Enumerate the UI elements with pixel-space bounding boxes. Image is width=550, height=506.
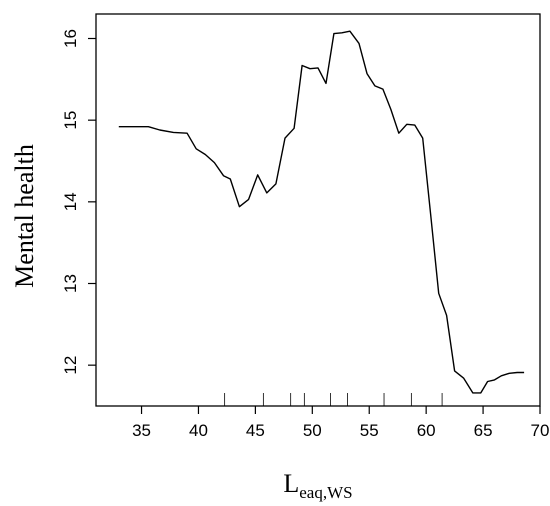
- y-tick-label: 12: [61, 356, 80, 375]
- y-axis-title: Mental health: [10, 144, 39, 288]
- y-tick-label: 16: [61, 29, 80, 48]
- x-tick-label: 60: [417, 421, 436, 440]
- y-tick-label: 13: [61, 274, 80, 293]
- plot-frame: [95, 13, 541, 407]
- y-axis: 12 13 14 15 16: [61, 29, 96, 375]
- x-tick-label: 40: [189, 421, 208, 440]
- series-line: [118, 30, 525, 394]
- x-tick-label: 55: [360, 421, 379, 440]
- x-tick-label: 35: [132, 421, 151, 440]
- rug-marks: [224, 393, 443, 406]
- x-tick-label: 45: [246, 421, 265, 440]
- y-tick-label: 15: [61, 111, 80, 130]
- x-tick-label: 65: [474, 421, 493, 440]
- x-tick-label: 50: [303, 421, 322, 440]
- x-axis-title-sub: eaq,WS: [299, 483, 352, 502]
- x-axis-title: Leaq,WS: [283, 469, 352, 502]
- y-tick-label: 14: [61, 192, 80, 211]
- x-axis: 35 40 45 50 55 60 65 70: [132, 406, 549, 440]
- x-axis-title-main: L: [283, 469, 299, 498]
- x-tick-label: 70: [531, 421, 550, 440]
